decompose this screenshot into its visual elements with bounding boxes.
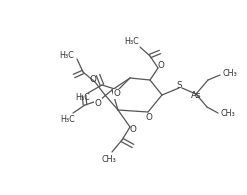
Text: H₃C: H₃C bbox=[60, 51, 74, 59]
Text: CH₃: CH₃ bbox=[221, 110, 235, 119]
Text: O: O bbox=[90, 74, 96, 83]
Text: H₃C: H₃C bbox=[76, 93, 90, 103]
Text: O: O bbox=[145, 113, 152, 122]
Text: As: As bbox=[191, 90, 201, 99]
Text: CH₃: CH₃ bbox=[102, 155, 116, 165]
Text: H₃C: H₃C bbox=[61, 115, 75, 124]
Text: O: O bbox=[158, 60, 165, 69]
Text: O: O bbox=[95, 98, 102, 107]
Text: O: O bbox=[130, 124, 136, 134]
Text: S: S bbox=[176, 81, 182, 90]
Text: CH₃: CH₃ bbox=[223, 69, 237, 79]
Text: H₃C: H₃C bbox=[125, 37, 139, 46]
Text: O: O bbox=[114, 90, 121, 98]
